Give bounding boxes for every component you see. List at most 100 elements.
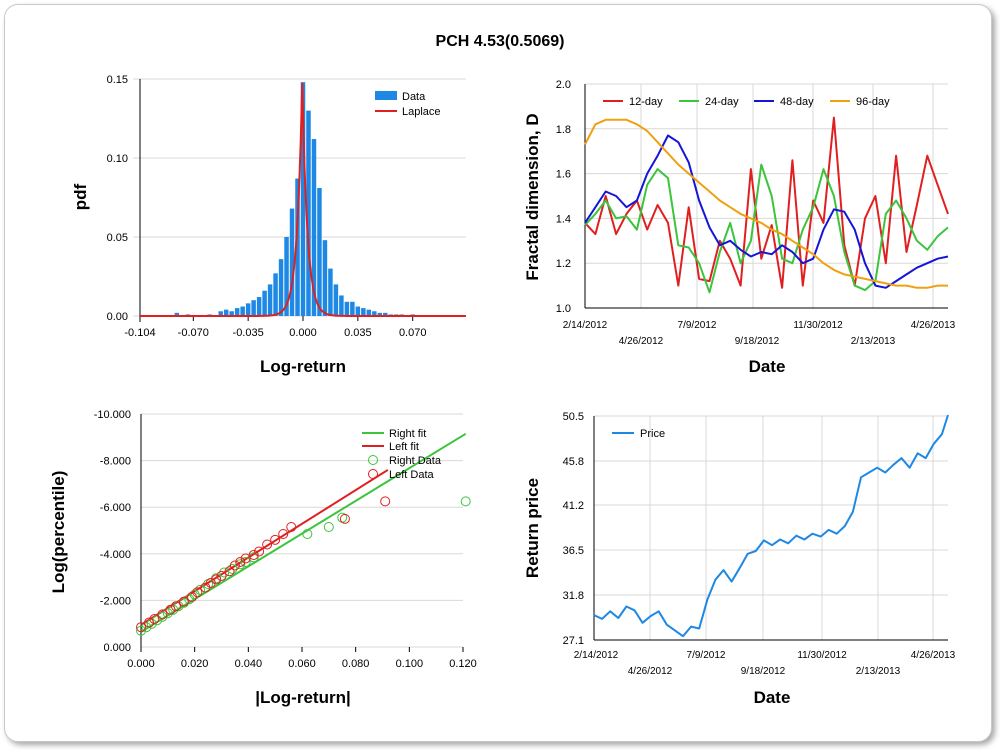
- tail-data-point: [323, 522, 334, 533]
- fractal-xtick: 7/9/2012: [678, 320, 717, 331]
- pdf-bar: [355, 306, 361, 316]
- tail-ytick: -4.000: [100, 549, 131, 561]
- price-line: [593, 414, 949, 638]
- price-ytick: 41.2: [563, 500, 584, 512]
- tail-xtick: 0.060: [288, 658, 316, 670]
- tail-data-point: [248, 552, 259, 563]
- price-xlabel: Date: [754, 688, 791, 707]
- tail-data-point: [162, 608, 173, 619]
- price-ytick: 50.5: [563, 411, 584, 423]
- tail-xtick: 0.000: [127, 658, 155, 670]
- pdf-bar: [278, 259, 284, 316]
- pdf-ytick: 0.00: [107, 311, 128, 323]
- pdf-bar: [322, 240, 328, 316]
- legend-24-day-label: 24-day: [705, 96, 739, 108]
- tail-xtick: 0.100: [396, 658, 424, 670]
- legend-left-fit-label: Left fit: [389, 441, 419, 453]
- pdf-bar: [306, 110, 311, 316]
- pdf-ytick: 0.10: [107, 153, 128, 165]
- pdf-bar: [311, 139, 317, 316]
- fractal-xtick: 2/14/2012: [563, 320, 608, 331]
- tail-ylabel: Log(percentile): [49, 471, 68, 594]
- pdf-bar: [229, 311, 234, 316]
- pdf-bar: [383, 312, 388, 316]
- price-ytick: 31.8: [563, 590, 584, 602]
- tail-data-point: [149, 614, 160, 625]
- price-ylabel: Return price: [523, 478, 542, 578]
- pdf-bar: [339, 295, 344, 316]
- chart-frame: [4, 4, 992, 742]
- fractal-ytick: 1.4: [556, 213, 571, 225]
- tail-data-point: [380, 496, 391, 507]
- pdf-bar: [240, 306, 245, 316]
- tail-data-point: [286, 522, 297, 533]
- price-ytick: 27.1: [563, 635, 584, 647]
- pdf-bar: [333, 284, 339, 316]
- fractal-line-24-day: [584, 163, 949, 294]
- tail-fit-line: [140, 469, 389, 626]
- pdf-xtick: -0.104: [124, 327, 155, 339]
- legend-right-fit-label: Right fit: [389, 428, 426, 440]
- tail-xtick: 0.040: [235, 658, 263, 670]
- price-xtick: 2/14/2012: [574, 650, 619, 661]
- pdf-bar: [273, 273, 278, 316]
- price-ytick: 36.5: [563, 545, 584, 557]
- tail-xtick: 0.080: [342, 658, 370, 670]
- fractal-ylabel: Fractal dimension, D: [523, 113, 542, 280]
- fractal-line-48-day: [584, 134, 949, 289]
- tail-xlabel: |Log-return|: [255, 688, 350, 707]
- pdf-bar: [284, 237, 289, 316]
- legend-laplace-label: Laplace: [402, 106, 441, 118]
- legend-96-day-label: 96-day: [856, 96, 890, 108]
- tail-data-point: [278, 528, 289, 539]
- fractal-line-96-day: [584, 118, 948, 289]
- price-ytick: 45.8: [563, 456, 584, 468]
- pdf-bar: [372, 311, 377, 316]
- tail-ytick: 0.000: [103, 642, 131, 654]
- pdf-bar: [350, 301, 355, 316]
- legend-data-label: Data: [402, 91, 426, 103]
- pdf-ytick: 0.15: [107, 74, 128, 86]
- tail-data-point: [216, 570, 227, 581]
- pdf-bar: [328, 268, 333, 316]
- price-xtick: 4/26/2012: [628, 666, 673, 677]
- price-xtick: 7/9/2012: [687, 650, 726, 661]
- pdf-xtick: 0.000: [289, 327, 317, 339]
- pdf-bar: [223, 309, 229, 316]
- tail-data-point: [178, 596, 189, 607]
- tail-ytick: -6.000: [100, 502, 131, 514]
- price-xtick: 4/26/2013: [911, 650, 956, 661]
- tail-data-point: [302, 528, 313, 539]
- tail-data-point: [165, 604, 176, 615]
- fractal-xtick: 9/18/2012: [735, 336, 780, 347]
- tail-data-point: [205, 577, 216, 588]
- tail-data-point: [235, 556, 246, 567]
- legend-right-data-swatch: [368, 455, 378, 465]
- fractal-ytick: 1.2: [556, 258, 571, 270]
- pdf-bar: [317, 188, 322, 316]
- pdf-bar: [361, 308, 366, 316]
- tail-data-point: [339, 513, 350, 524]
- tail-data-point: [262, 539, 273, 550]
- fractal-line-12-day: [584, 116, 949, 289]
- pdf-xtick: -0.070: [178, 327, 209, 339]
- fractal-xtick: 2/13/2013: [851, 336, 896, 347]
- price-xtick: 11/30/2012: [797, 650, 847, 661]
- tail-data-point: [254, 546, 265, 557]
- fractal-ytick: 2.0: [556, 79, 571, 91]
- tail-data-point: [168, 604, 179, 615]
- tail-data-point: [144, 617, 155, 628]
- pdf-bar: [366, 309, 372, 316]
- tail-xtick: 0.120: [449, 658, 477, 670]
- tail-ytick: -8.000: [100, 456, 131, 468]
- legend-12-day-label: 12-day: [629, 96, 663, 108]
- pdf-bar: [234, 308, 240, 316]
- tail-data-point: [157, 609, 168, 620]
- pdf-bar: [289, 208, 295, 316]
- pdf-xtick: 0.070: [399, 327, 427, 339]
- tail-data-point: [170, 601, 181, 612]
- pdf-bar: [267, 284, 273, 316]
